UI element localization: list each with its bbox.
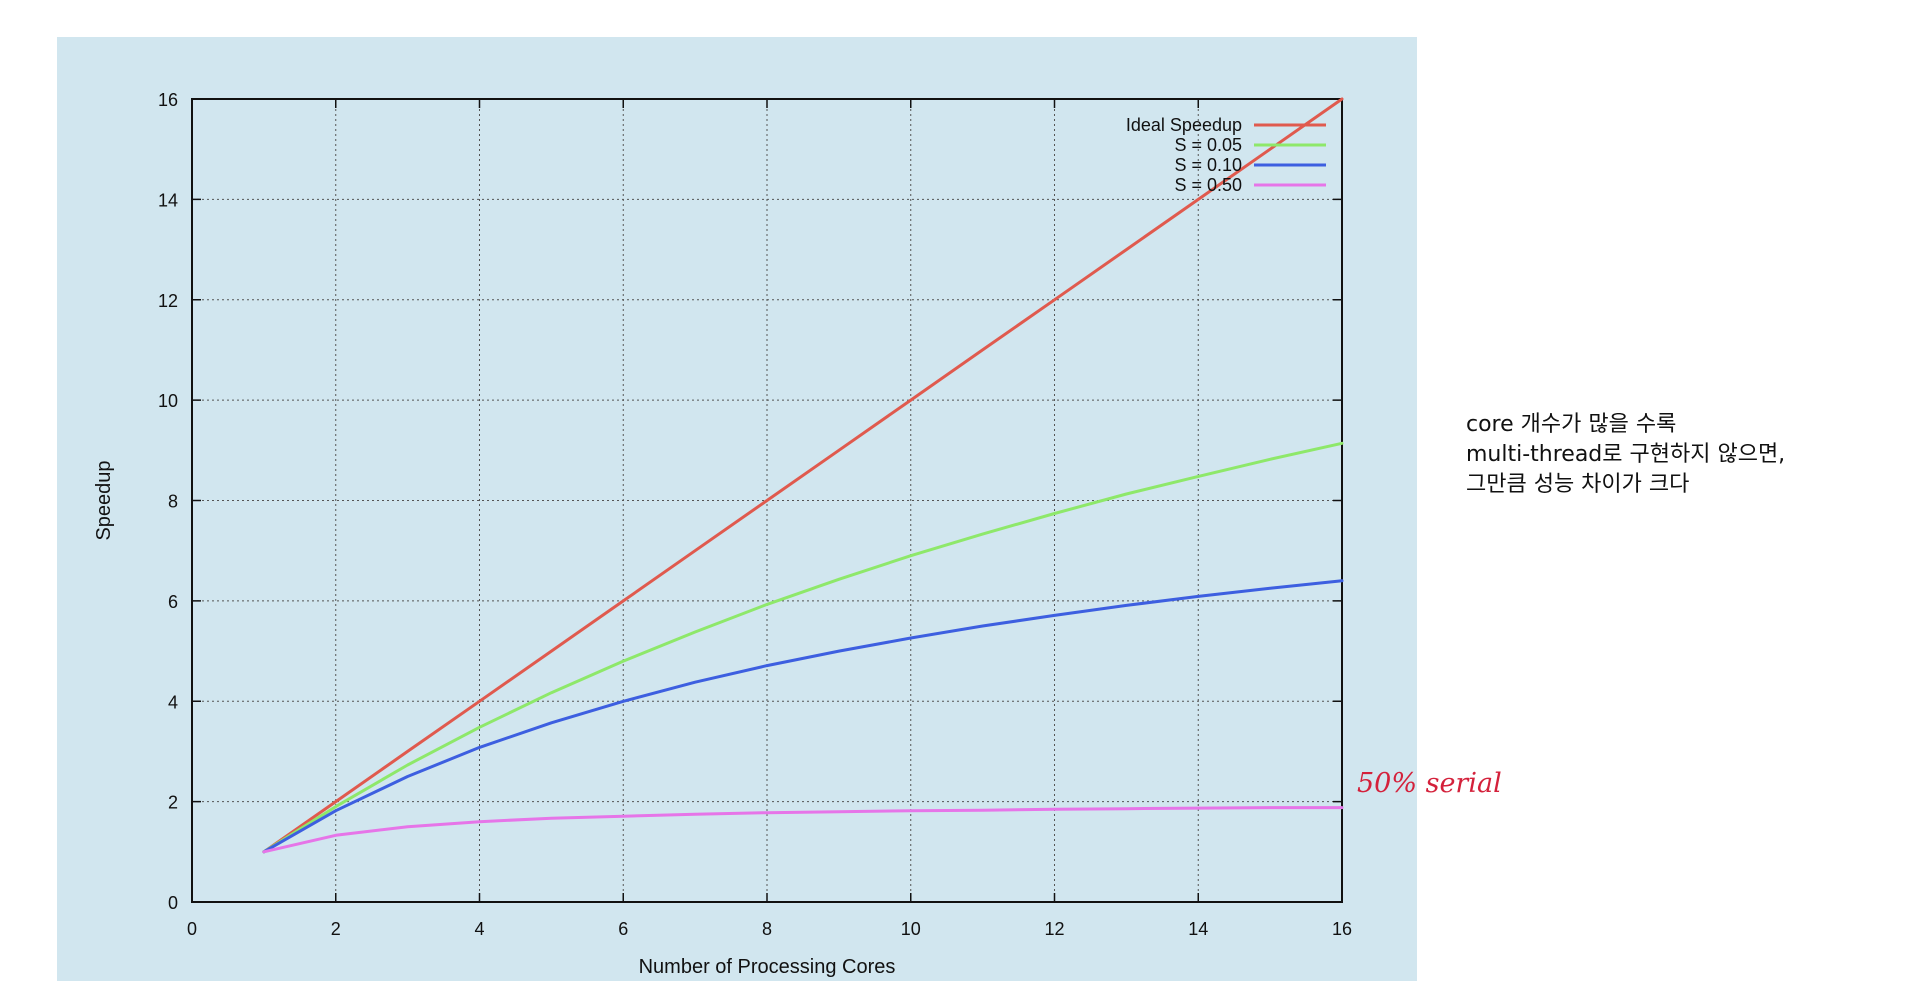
series-line-s-0-05 bbox=[262, 441, 1344, 854]
axes bbox=[191, 98, 1343, 903]
legend-label-s-0-50: S = 0.50 bbox=[1174, 175, 1242, 195]
x-tick-label: 0 bbox=[187, 919, 197, 939]
chart-panel: 0 2 4 6 8 10 12 14 16 0 2 4 6 8 10 12 14 16 Ideal Speedup… bbox=[57, 37, 1417, 981]
y-tick-label: 12 bbox=[158, 291, 178, 311]
y-tick-label: 0 bbox=[168, 893, 178, 913]
x-tick-label: 6 bbox=[618, 919, 628, 939]
series-line-ideal-speedup bbox=[262, 97, 1344, 854]
x-tick-label: 2 bbox=[331, 919, 341, 939]
side-note-line-1: core 개수가 많을 수록 bbox=[1466, 412, 1677, 437]
annotation-50-serial: 50% serial bbox=[1357, 768, 1502, 799]
x-tick-label: 8 bbox=[762, 919, 772, 939]
x-axis-title: Number of Processing Cores bbox=[639, 956, 896, 978]
y-tick-label: 4 bbox=[168, 692, 178, 712]
legend-label-s-0-05: S = 0.05 bbox=[1174, 135, 1242, 155]
y-axis-title: Speedup bbox=[93, 460, 115, 540]
side-note: core 개수가 많을 수록 multi-thread로 구현하지 않으면, 그… bbox=[1466, 410, 1785, 500]
x-tick-label: 12 bbox=[1044, 919, 1064, 939]
series-lines bbox=[262, 97, 1344, 854]
y-tick-label: 2 bbox=[168, 793, 178, 813]
y-tick-label: 14 bbox=[158, 190, 178, 210]
side-note-line-2: multi-thread로 구현하지 않으면, bbox=[1466, 442, 1786, 467]
series-line-s-0-10 bbox=[262, 579, 1344, 854]
y-tick-label: 16 bbox=[158, 90, 178, 110]
x-tick-label: 16 bbox=[1332, 919, 1352, 939]
plot-frame bbox=[191, 98, 1343, 903]
legend-label-s-0-10: S = 0.10 bbox=[1174, 155, 1242, 175]
y-tick-label: 8 bbox=[168, 492, 178, 512]
side-note-line-3: 그만큼 성능 차이가 크다 bbox=[1466, 472, 1690, 497]
series-line-s-0-50 bbox=[262, 806, 1344, 854]
tick-labels: 0 2 4 6 8 10 12 14 16 0 2 4 6 8 10 12 14 16 bbox=[158, 90, 1352, 939]
x-tick-label: 14 bbox=[1188, 919, 1208, 939]
y-tick-label: 6 bbox=[168, 592, 178, 612]
legend-label-ideal-speedup: Ideal Speedup bbox=[1126, 115, 1242, 135]
x-tick-label: 4 bbox=[474, 919, 484, 939]
x-tick-label: 10 bbox=[901, 919, 921, 939]
y-tick-label: 10 bbox=[158, 391, 178, 411]
speedup-chart: 0 2 4 6 8 10 12 14 16 0 2 4 6 8 10 12 14 16 Ideal Speedup… bbox=[93, 90, 1352, 978]
